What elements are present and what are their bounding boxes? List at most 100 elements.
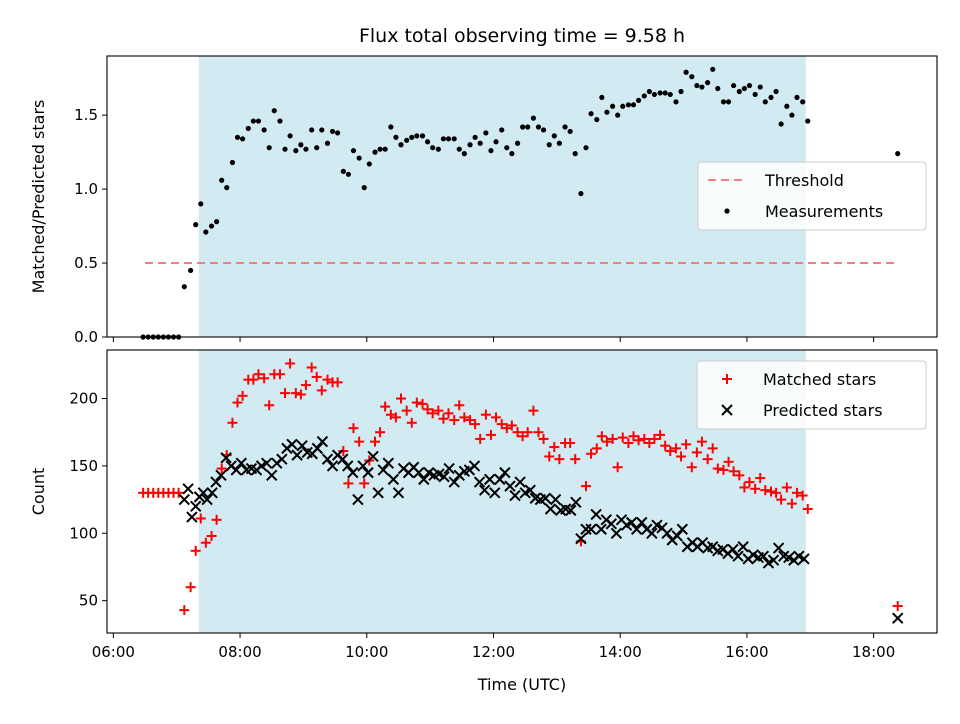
measurement-point	[736, 88, 742, 95]
measurement-point	[546, 142, 552, 148]
predicted-stars-point	[182, 483, 194, 495]
matched-stars-point	[338, 446, 349, 457]
measurement-point	[499, 127, 505, 133]
measurement-point	[768, 94, 774, 101]
predicted-stars-point	[676, 523, 689, 535]
measurement-point	[335, 130, 341, 136]
matched-stars-point	[538, 433, 549, 444]
measurement-point	[214, 219, 220, 225]
matched-stars-point	[475, 433, 486, 444]
predicted-stars-point	[580, 523, 592, 535]
matched-stars-point	[200, 537, 211, 548]
measurement-point	[895, 151, 901, 157]
matched-stars-point	[676, 451, 687, 462]
predicted-stars-point	[570, 496, 582, 508]
measurement-point	[345, 171, 351, 177]
measurement-point	[635, 97, 642, 103]
predicted-stars-point	[468, 460, 481, 472]
measurement-point	[293, 148, 299, 154]
predicted-stars-point	[377, 464, 389, 476]
matched-stars-point	[380, 401, 391, 412]
measurement-point	[461, 151, 467, 157]
matched-stars-point	[791, 487, 802, 498]
predicted-stars-point	[260, 457, 273, 469]
matched-stars-point	[322, 374, 333, 385]
matched-stars-point	[332, 377, 343, 388]
matched-stars-point	[406, 417, 417, 428]
predicted-stars-point	[494, 473, 506, 486]
predicted-stars-point	[362, 466, 374, 479]
measurement-point	[382, 146, 388, 152]
predicted-stars-point	[524, 484, 536, 496]
matched-stars-point	[766, 486, 776, 497]
measurement-point	[398, 142, 404, 148]
measurement-point	[361, 185, 367, 191]
measurement-point	[377, 146, 383, 152]
matched-stars-point	[173, 487, 184, 498]
matched-stars-point	[443, 408, 454, 419]
measurement-point	[572, 151, 578, 157]
predicted-stars-point	[549, 493, 562, 506]
measurement-point	[715, 85, 721, 92]
measurement-point	[800, 99, 806, 105]
predicted-stars-point	[197, 487, 210, 499]
predicted-stars-point	[630, 523, 643, 535]
predicted-stars-point	[636, 516, 648, 529]
measurement-point	[530, 115, 537, 121]
measurement-point	[562, 124, 568, 130]
measurement-point	[604, 109, 610, 115]
bottom-xtick-label: 10:00	[345, 643, 388, 661]
predicted-stars-point	[352, 493, 364, 506]
measurement-point	[255, 118, 262, 124]
measurement-point	[615, 112, 621, 118]
measurement-point	[298, 142, 304, 148]
measurement-point	[620, 103, 626, 109]
measurement-point	[356, 155, 362, 161]
predicted-stars-point	[347, 466, 359, 479]
measurement-point	[451, 136, 457, 142]
matched-stars-point	[491, 412, 502, 423]
matched-stars-point	[691, 447, 702, 458]
matched-stars-point	[702, 454, 713, 465]
predicted-stars-point	[483, 473, 496, 486]
matched-stars-point	[470, 419, 481, 430]
measurement-point	[657, 90, 663, 96]
predicted-stars-point	[291, 449, 303, 461]
predicted-stars-point	[625, 516, 638, 529]
matched-stars-point	[316, 385, 327, 396]
matched-stars-point	[285, 358, 296, 369]
top-ytick-label: 1.5	[74, 106, 98, 124]
bottom-ylabel: Count	[29, 468, 48, 516]
matched-stars-point	[734, 470, 745, 481]
matched-stars-point	[728, 466, 739, 477]
matched-stars-point	[580, 481, 591, 492]
predicted-stars-point	[514, 476, 526, 488]
legend-predicted-label: Predicted stars	[763, 401, 883, 420]
top-ytick-label: 0.5	[74, 254, 98, 272]
measurement-point	[366, 161, 372, 167]
measurement-point	[467, 142, 473, 148]
predicted-stars-point	[646, 527, 658, 539]
matched-stars-point	[185, 582, 196, 593]
measurement-point	[456, 146, 462, 152]
measurement-point	[720, 99, 727, 105]
measurement-point	[393, 134, 399, 140]
x-axis-label: Time (UTC)	[477, 675, 566, 694]
matched-stars-point	[264, 400, 275, 411]
measurement-point	[514, 140, 521, 146]
matched-stars-point	[343, 478, 354, 489]
predicted-stars-point	[296, 439, 308, 452]
predicted-stars-point	[595, 523, 607, 535]
predicted-stars-point	[266, 469, 278, 482]
matched-stars-point	[354, 436, 365, 447]
predicted-stars-point	[539, 492, 552, 504]
measurement-point	[239, 136, 246, 142]
predicted-stars-point	[321, 453, 334, 465]
matched-stars-point	[554, 454, 565, 465]
bottom-legend: Matched stars Predicted stars	[696, 360, 927, 430]
matched-stars-point	[427, 408, 438, 419]
top-axes-frame	[106, 55, 938, 338]
measurement-point	[741, 85, 747, 92]
predicted-stars-point	[605, 518, 618, 530]
predicted-stars-point	[478, 484, 491, 496]
